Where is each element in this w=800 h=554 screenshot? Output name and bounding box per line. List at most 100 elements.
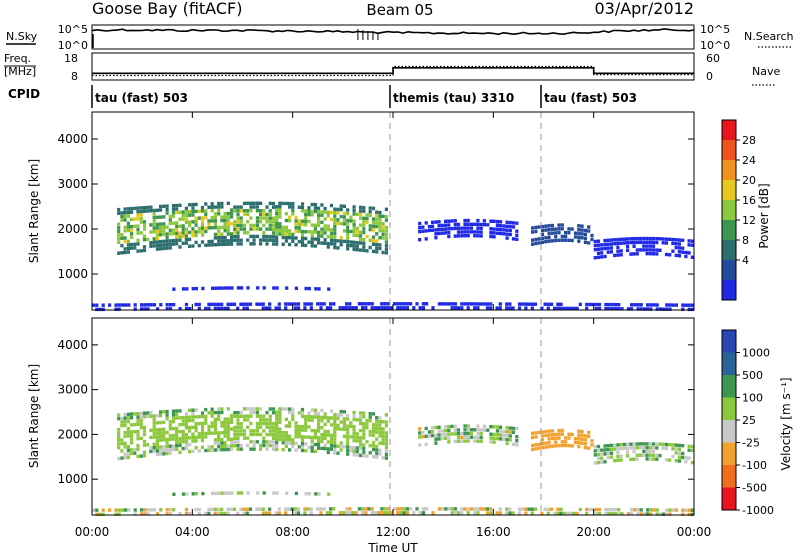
velocity-echo-cell (606, 455, 610, 460)
velocity-echo-cell (191, 435, 195, 440)
velocity-echo-cell (342, 427, 346, 431)
power-echo-cell (233, 234, 237, 239)
velocity-echo-cell (194, 435, 198, 440)
power-echo-cell (307, 230, 311, 234)
power-echo-cell (588, 302, 592, 307)
power-echo-cell (326, 245, 330, 249)
velocity-echo-cell (559, 507, 563, 512)
power-echo-cell (123, 239, 127, 244)
power-echo-cell (457, 306, 461, 310)
velocity-echo-cell (291, 441, 295, 445)
power-echo-cell (284, 232, 288, 236)
velocity-echo-cell (317, 436, 321, 440)
velocity-echo-cell (211, 491, 215, 496)
velocity-echo-cell (152, 421, 156, 425)
velocity-echo-cell (317, 425, 321, 430)
power-echo-cell (352, 247, 356, 252)
power-echo-cell (278, 208, 282, 212)
velocity-echo-cell (352, 431, 356, 436)
cpid-segment-3: tau (fast) 503 (544, 91, 637, 105)
velocity-echo-cell (207, 431, 211, 435)
velocity-echo-cell (246, 443, 250, 448)
power-echo-cell (181, 210, 185, 214)
power-echo-cell (674, 245, 678, 250)
power-echo-cell (517, 302, 522, 306)
velocity-echo-cell (375, 419, 379, 423)
velocity-echo-cell (152, 417, 156, 422)
power-echo-cell (194, 202, 198, 207)
velocity-echo-cell (546, 507, 550, 511)
power-echo-cell (255, 216, 259, 220)
power-echo-cell (421, 229, 425, 233)
velocity-echo-cell (217, 414, 221, 418)
velocity-echo-cell (339, 448, 343, 452)
power-echo-cell (352, 212, 356, 216)
velocity-echo-cell (476, 511, 480, 515)
power-echo-cell (152, 208, 156, 213)
velocity-echo-cell (378, 427, 382, 431)
velocity-echo-cell (380, 511, 384, 515)
velocity-echo-cell (278, 437, 282, 442)
power-echo-cell (136, 224, 140, 228)
power-echo-cell (463, 226, 467, 230)
power-echo-cell (217, 225, 221, 230)
power-echo-cell (396, 306, 400, 310)
velocity-echo-cell (284, 437, 288, 442)
velocity-echo-cell (342, 434, 346, 438)
velocity-echo-cell (239, 410, 243, 415)
velocity-echo-cell (288, 441, 292, 445)
power-echo-cell (447, 231, 451, 235)
power-echo-cell (333, 242, 337, 246)
velocity-echo-cell (130, 437, 134, 441)
power-echo-cell (603, 238, 607, 243)
power-echo-cell (511, 221, 516, 225)
power-echo-cell (188, 223, 192, 228)
velocity-echo-cell (339, 427, 343, 431)
nave-series-line (92, 65, 694, 77)
power-echo-cell (499, 220, 503, 224)
power-echo-cell (332, 302, 336, 306)
velocity-echo-cell (665, 512, 669, 516)
velocity-echo-cell (572, 511, 576, 516)
power-echo-cell (275, 235, 279, 239)
power-echo-cell (613, 253, 617, 258)
velocity-echo-cell (384, 431, 388, 435)
power-echo-cell (220, 286, 224, 290)
power-echo-cell (495, 227, 499, 231)
power-echo-cell (268, 212, 272, 217)
power-echo-cell (184, 231, 188, 235)
velocity-echo-cell (210, 407, 214, 411)
power-echo-cell (381, 250, 385, 255)
power-echo-cell (466, 234, 470, 238)
power-echo-cell (540, 224, 545, 229)
velocity-echo-cell (349, 445, 353, 450)
power-echo-cell (184, 241, 188, 245)
power-echo-cell (242, 201, 247, 206)
power-echo-cell (352, 223, 356, 227)
power-echo-cell (437, 302, 441, 306)
velocity-echo-cell (342, 445, 346, 449)
velocity-echo-cell (431, 426, 435, 430)
velocity-echo-cell (136, 454, 140, 459)
velocity-echo-cell (355, 439, 359, 443)
velocity-echo-cell (440, 429, 444, 433)
velocity-echo-cell (384, 449, 388, 453)
power-echo-cell (223, 229, 227, 233)
velocity-echo-cell (271, 447, 276, 451)
power-echo-cell (346, 226, 350, 230)
velocity-echo-cell (469, 507, 474, 511)
velocity-echo-cell (155, 442, 159, 446)
velocity-echo-cell (444, 507, 448, 511)
power-echo-cell (418, 229, 422, 234)
velocity-echo-cell (371, 422, 376, 427)
velocity-echo-cell (139, 454, 143, 458)
velocity-echo-cell (149, 449, 153, 454)
power-echo-cell (359, 230, 363, 234)
power-echo-cell (600, 247, 604, 251)
velocity-echo-cell (194, 446, 198, 450)
power-echo-cell (306, 302, 310, 306)
velocity-echo-cell (362, 411, 366, 415)
power-colorbar-title: Power [dB] (757, 183, 771, 248)
power-echo-cell (639, 240, 643, 244)
velocity-echo-cell (620, 512, 624, 516)
